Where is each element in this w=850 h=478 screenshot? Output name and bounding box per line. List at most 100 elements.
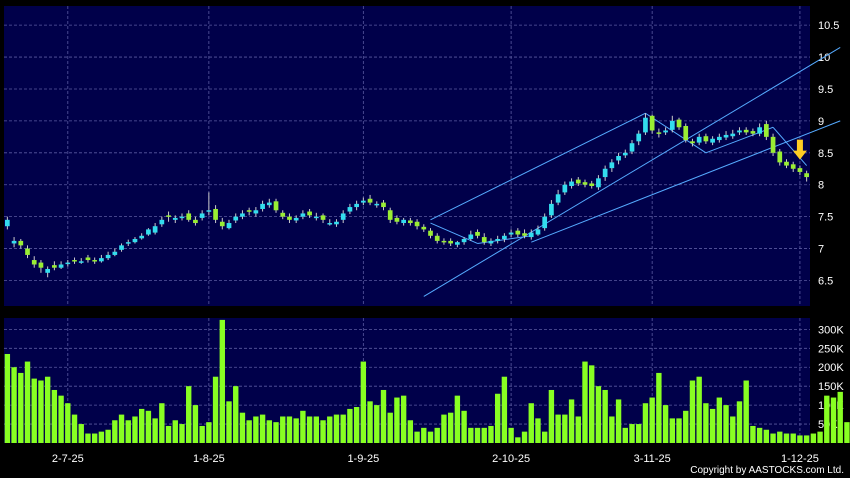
volume-bar (199, 425, 205, 443)
candle-body (213, 208, 218, 220)
candle-body (683, 126, 689, 141)
candle-body (522, 233, 527, 236)
candle-body (320, 215, 326, 220)
date-tick-label: 2-10-25 (492, 453, 530, 465)
date-tick-label: 2-7-25 (52, 453, 84, 465)
volume-bar (555, 414, 561, 443)
candle-body (528, 232, 534, 238)
volume-bar (468, 427, 474, 443)
volume-bar (58, 395, 64, 443)
candle-body (38, 262, 44, 268)
candle-body (750, 131, 756, 134)
volume-bar (38, 380, 44, 443)
candle-body (347, 207, 353, 212)
volume-bar (454, 395, 461, 443)
candle-body (448, 240, 454, 244)
volume-bar (656, 372, 662, 443)
candle-body (146, 229, 151, 235)
volume-bars (4, 319, 850, 443)
candle-body (434, 235, 440, 241)
candle-body (166, 215, 171, 217)
candle-body (421, 226, 427, 230)
volume-bar (575, 416, 581, 443)
candle-body (569, 181, 574, 186)
candle-body (763, 124, 769, 137)
candle-body (636, 133, 642, 142)
candle-body (797, 168, 803, 172)
volume-bar (542, 431, 548, 443)
candle-body (5, 219, 10, 227)
volume-bar (112, 420, 118, 443)
volume-bar (320, 420, 326, 443)
candle-body (555, 194, 561, 203)
volume-bar (152, 418, 158, 443)
candle-body (11, 240, 17, 244)
volume-bar (817, 431, 823, 443)
candle-body (770, 136, 776, 153)
volume-bar (273, 422, 279, 443)
candle-body (743, 129, 749, 133)
candle-body (737, 130, 742, 133)
candle-body (186, 213, 192, 220)
candlesticks (5, 113, 809, 278)
volume-bar (736, 401, 743, 443)
candle-body (381, 202, 386, 208)
candle-body (589, 183, 595, 186)
candle-body (367, 198, 373, 203)
date-axis: 2-7-25 1-8-25 1-9-25 2-10-25 3-11-25 1-12-25 (52, 453, 819, 465)
volume-bar (770, 433, 776, 443)
candle-body (152, 226, 158, 233)
candle-body (468, 234, 474, 239)
candle-body (401, 219, 406, 224)
down-arrow-icon (792, 139, 807, 160)
candle-body (757, 127, 762, 134)
candle-body (676, 119, 682, 128)
volume-bar (4, 353, 11, 443)
volume-bar (777, 431, 783, 443)
volume-bar (662, 405, 669, 443)
candle-body (515, 230, 521, 235)
volume-bar (642, 403, 649, 443)
volume-bar (689, 380, 696, 443)
candle-body (387, 210, 393, 220)
volume-bar (447, 412, 454, 443)
trend-line (423, 47, 841, 297)
volume-bar (783, 433, 790, 443)
candle-body (18, 240, 24, 246)
volume-bar (266, 420, 272, 443)
trend-line (430, 112, 646, 221)
candle-body (790, 164, 796, 169)
candle-body (219, 221, 225, 227)
volume-bar (347, 408, 353, 443)
volume-bar (548, 389, 555, 443)
volume-bar (239, 412, 246, 443)
candle-body (253, 210, 259, 214)
volume-bar (622, 427, 628, 443)
volume-bar (521, 431, 528, 443)
candle-body (139, 235, 145, 239)
volume-bar (367, 401, 373, 443)
candle-body (327, 223, 333, 225)
volume-bar (837, 391, 843, 443)
candle-body (132, 238, 138, 243)
volume-bar (797, 435, 803, 443)
candle-body (730, 133, 736, 137)
candle-body (696, 136, 702, 143)
volume-bar (461, 410, 467, 443)
volume-bar (427, 431, 434, 443)
candle-body (31, 260, 37, 265)
volume-bar (515, 437, 521, 443)
candle-body (240, 213, 245, 217)
volume-bar (333, 414, 340, 443)
volume-bar (434, 427, 440, 443)
trend-line (430, 222, 478, 244)
volume-bar (414, 431, 420, 443)
candle-body (441, 240, 447, 243)
volume-bar (474, 427, 481, 443)
volume-bar (374, 405, 380, 443)
candle-body (179, 216, 185, 219)
price-tick-label: 9 (818, 116, 824, 128)
volume-bar (91, 433, 98, 443)
volume-bar (750, 425, 756, 443)
